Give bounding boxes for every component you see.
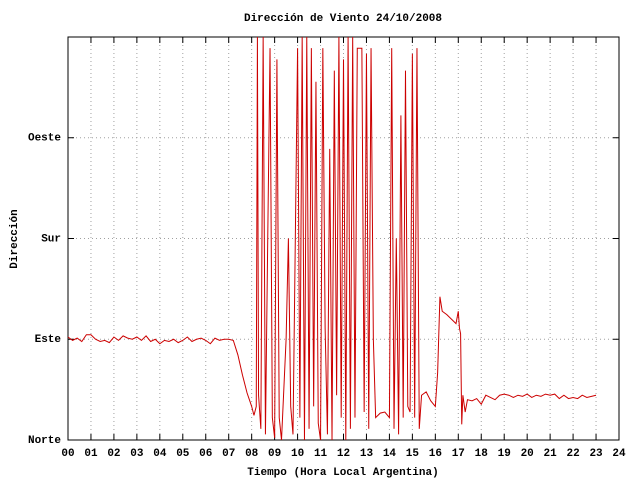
x-tick-label: 15 — [406, 448, 420, 460]
chart-title: Dirección de Viento 24/10/2008 — [244, 13, 442, 25]
x-tick-label: 13 — [360, 448, 374, 460]
x-tick-label: 16 — [429, 448, 442, 460]
x-tick-label: 14 — [383, 448, 397, 460]
y-tick-label: Este — [35, 334, 62, 346]
x-tick-label: 11 — [314, 448, 328, 460]
y-tick-label: Sur — [41, 233, 61, 245]
y-tick-label: Oeste — [28, 133, 61, 145]
x-tick-label: 24 — [612, 448, 626, 460]
x-tick-label: 06 — [199, 448, 212, 460]
x-tick-label: 00 — [61, 448, 74, 460]
x-tick-label: 19 — [498, 448, 511, 460]
x-tick-label: 10 — [291, 448, 304, 460]
data-line — [67, 36, 597, 441]
x-tick-label: 17 — [452, 448, 465, 460]
y-axis-label: Dirección — [9, 209, 21, 268]
x-tick-label: 22 — [566, 448, 579, 460]
x-tick-label: 05 — [176, 448, 190, 460]
x-tick-label: 03 — [130, 448, 144, 460]
x-tick-label: 18 — [475, 448, 489, 460]
x-tick-label: 21 — [544, 448, 558, 460]
plot-frame — [67, 36, 620, 441]
x-tick-label: 12 — [337, 448, 350, 460]
x-tick-label: 02 — [107, 448, 120, 460]
x-tick-label: 09 — [268, 448, 281, 460]
x-tick-label: 23 — [589, 448, 603, 460]
x-tick-label: 20 — [521, 448, 534, 460]
x-tick-label: 01 — [84, 448, 98, 460]
x-tick-label: 08 — [245, 448, 259, 460]
y-tick-label: Norte — [28, 435, 61, 447]
x-axis-label: Tiempo (Hora Local Argentina) — [247, 467, 438, 479]
x-tick-label: 07 — [222, 448, 235, 460]
x-tick-label: 04 — [153, 448, 167, 460]
